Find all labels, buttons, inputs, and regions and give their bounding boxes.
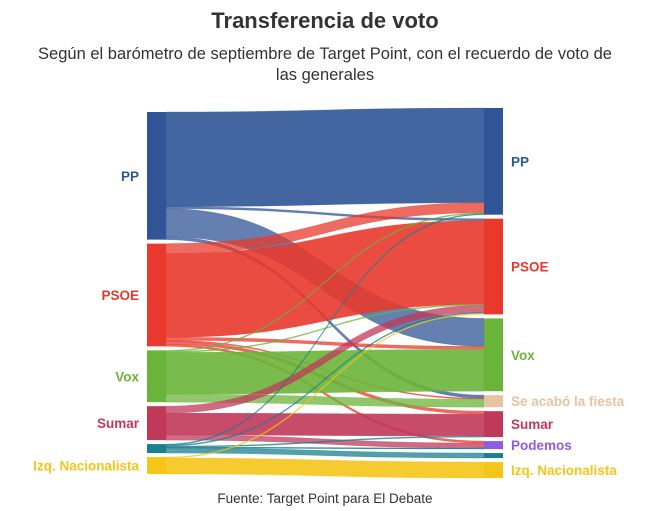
flow-podemos-to-otros	[165, 447, 485, 459]
target-label-psoe: PSOE	[511, 260, 549, 275]
source-label-izqn: Izq. Nacionalista	[33, 459, 139, 474]
source-node-sumar	[147, 406, 166, 441]
target-label-salf: Se acabó la fiesta	[511, 394, 625, 409]
source-label-vox: Vox	[115, 369, 139, 384]
target-label-podemos: Podemos	[511, 438, 572, 453]
chart-subtitle: Según el barómetro de septiembre de Targ…	[38, 45, 612, 84]
target-node-salf	[484, 395, 503, 408]
source-label-psoe: PSOE	[101, 288, 139, 303]
source-node-vox	[147, 350, 166, 403]
target-node-otros	[484, 453, 503, 459]
flow-sumar-to-sumar	[165, 412, 485, 437]
target-label-sumar: Sumar	[511, 417, 554, 432]
source-node-izqn	[147, 457, 166, 474]
chart-source: Fuente: Target Point para El Debate	[217, 491, 433, 506]
source-label-sumar: Sumar	[97, 416, 140, 431]
target-node-sumar	[484, 411, 503, 438]
source-node-psoe	[147, 243, 166, 347]
target-node-podemos	[484, 441, 503, 450]
target-node-pp	[484, 108, 503, 215]
chart-title: Transferencia de voto	[211, 8, 439, 33]
target-label-izqn: Izq. Nacionalista	[511, 463, 617, 478]
flow-podemos-to-sumar	[165, 435, 485, 448]
flow-pp-to-pp	[165, 107, 485, 208]
target-label-pp: PP	[511, 154, 529, 169]
target-label-vox: Vox	[511, 348, 535, 363]
target-node-vox	[484, 318, 503, 392]
source-node-pp	[147, 112, 166, 240]
source-node-podemos	[147, 444, 166, 454]
target-nodes: PP PSOE Vox Se acabó la fiesta Sumar Podemos I…	[484, 108, 625, 478]
flow-izqn-to-izqn	[165, 457, 485, 479]
source-nodes: PP PSOE Vox Sumar Izq. Nacionalista	[33, 112, 166, 474]
target-node-psoe	[484, 218, 503, 315]
source-label-pp: PP	[121, 169, 139, 184]
target-node-izqn	[484, 462, 503, 478]
flows-group	[165, 107, 485, 479]
